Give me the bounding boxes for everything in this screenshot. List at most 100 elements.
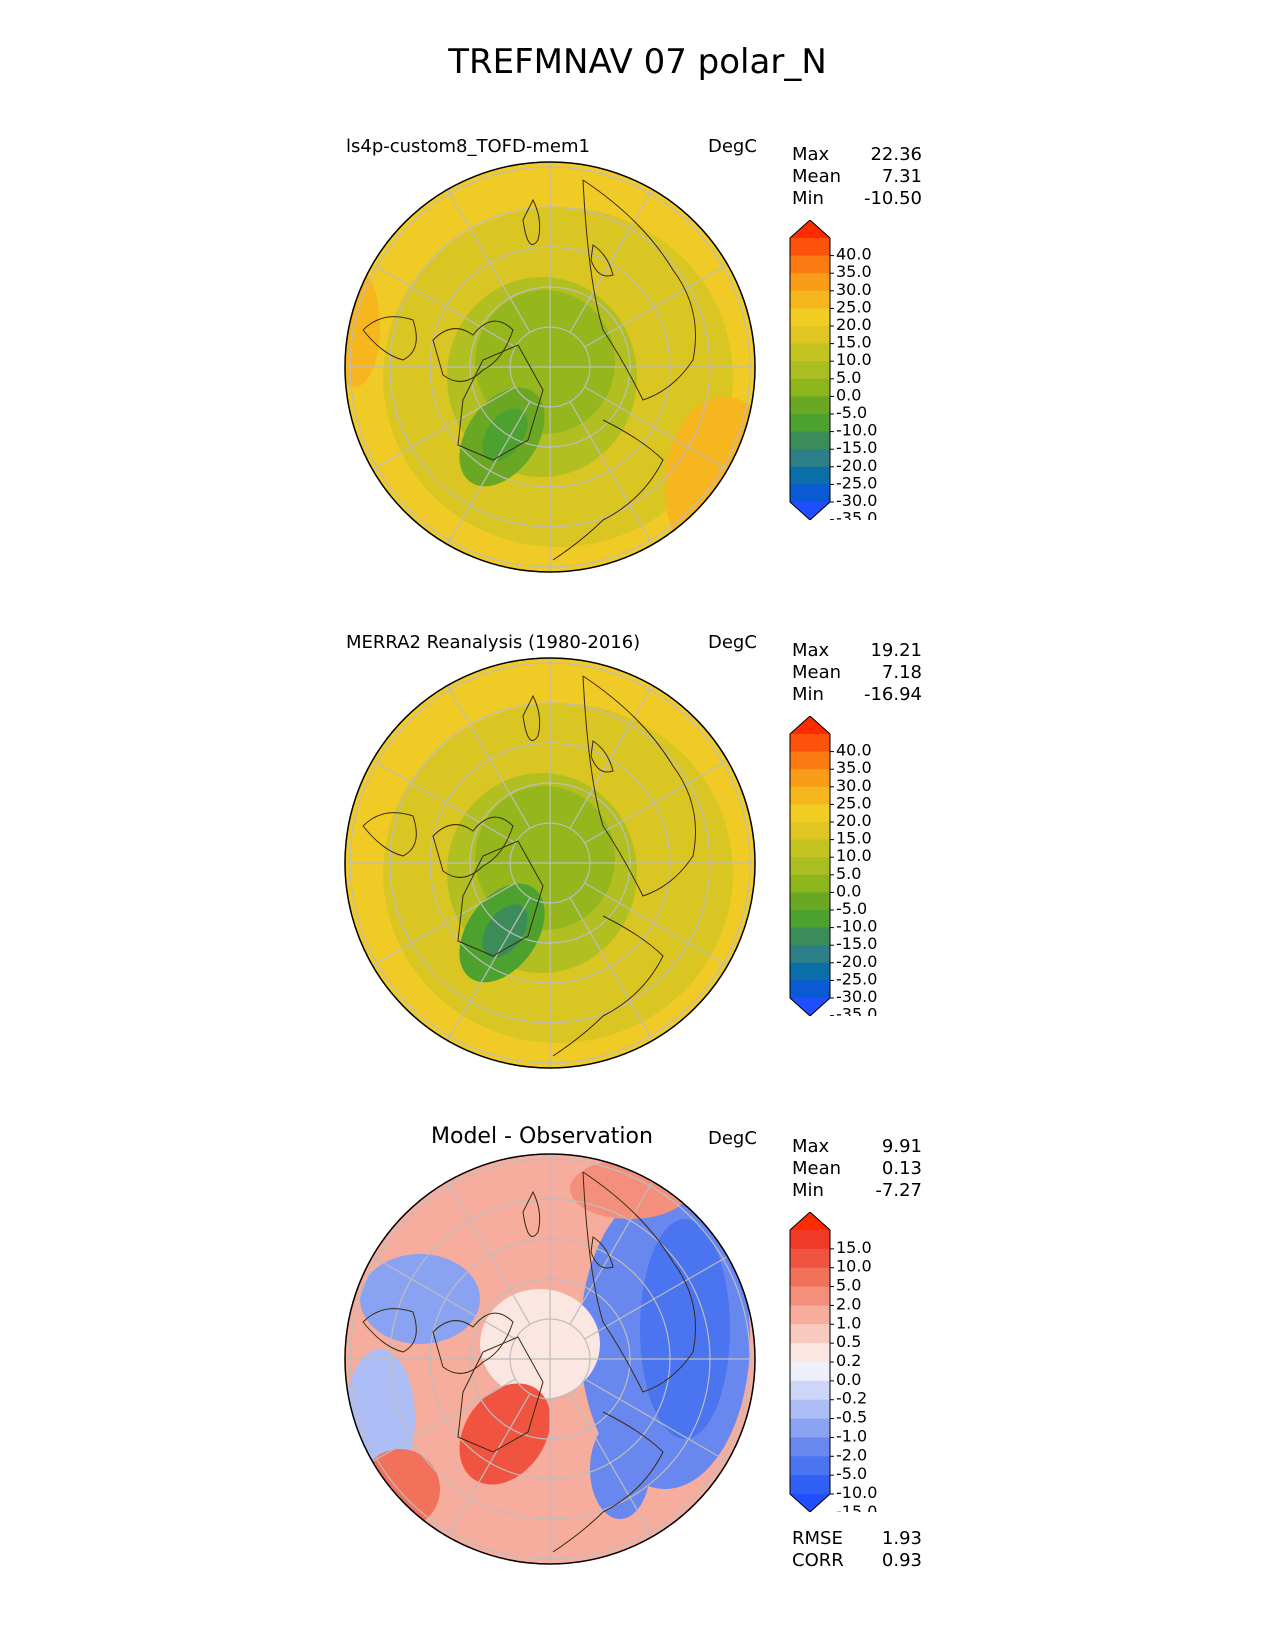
stats-box: Max 9.91 Mean 0.13 Min -7.27 <box>792 1136 922 1202</box>
meridian-line <box>372 263 516 348</box>
coastline <box>522 198 541 245</box>
colorbar-tick-label: -20.0 <box>836 952 877 971</box>
colorbar-tick-label: 35.0 <box>836 262 872 281</box>
colorbar: 40.035.030.025.020.015.010.05.00.0-5.0-1… <box>789 220 877 520</box>
coastline <box>582 675 696 897</box>
colorbar-segment <box>790 1343 830 1363</box>
meridian-line <box>446 685 531 829</box>
colorbar-segment <box>790 343 830 362</box>
meridian-line <box>584 1255 728 1340</box>
colorbar-segment <box>790 1475 830 1495</box>
stat-max-value: 19.21 <box>870 640 922 661</box>
stat-max-value: 9.91 <box>881 1136 922 1157</box>
colorbar-tick-label: 1.0 <box>836 1313 861 1332</box>
colorbar-tick-label: -20.0 <box>836 456 877 475</box>
stat-max-label: Max <box>792 640 830 661</box>
colorbar-tick-label: 5.0 <box>836 1276 861 1295</box>
colorbar-tick-label: 0.0 <box>836 881 861 900</box>
field-cold-anomaly-core <box>640 1219 730 1439</box>
colorbar-segment <box>790 1418 830 1438</box>
colorbar-extend-max <box>790 716 830 734</box>
colorbar: 15.010.05.02.01.00.50.20.0-0.2-0.5-1.0-2… <box>789 1212 877 1512</box>
meridian-line <box>584 882 728 967</box>
colorbar-tick-label: -2.0 <box>836 1445 867 1464</box>
coastline <box>522 1190 541 1237</box>
colorbar-segment <box>790 378 830 397</box>
meridian-line <box>372 386 516 471</box>
colorbar-tick-label: 0.0 <box>836 385 861 404</box>
colorbar-segment <box>790 839 830 858</box>
coastline <box>552 419 664 561</box>
stat-mean-value: 0.13 <box>881 1158 922 1179</box>
colorbar-segment <box>790 980 830 999</box>
stat-min-label: Min <box>792 188 824 209</box>
colorbar-segment <box>790 1399 830 1420</box>
colorbar-tick-label: 5.0 <box>836 864 861 883</box>
colorbar-segment <box>790 1437 830 1457</box>
map-boundary <box>344 1153 756 1565</box>
meridian-line <box>446 1393 531 1537</box>
stat-mean-label: Mean <box>792 166 842 187</box>
colorbar-tick-label: -35.0 <box>836 1005 877 1016</box>
meridian-line <box>372 882 516 967</box>
colorbar: 40.035.030.025.020.015.010.05.00.0-5.0-1… <box>789 716 877 1016</box>
colorbar-extend-min <box>790 502 830 520</box>
coastline <box>590 244 614 277</box>
meridian-line <box>584 759 728 844</box>
meridian-line <box>569 401 654 545</box>
stat-min-value: -16.94 <box>863 684 922 705</box>
colorbar-tick-label: -5.0 <box>836 899 867 918</box>
coastline <box>522 694 541 741</box>
colorbar-tick-label: -15.0 <box>836 1502 877 1512</box>
colorbar-tick-label: -0.2 <box>836 1389 867 1408</box>
field-cold-anomaly <box>360 1254 480 1344</box>
colorbar-tick-label: -5.0 <box>836 403 867 422</box>
colorbar-segment <box>790 238 830 257</box>
colorbar-segment <box>790 273 830 292</box>
colorbar-segment <box>790 927 830 946</box>
colorbar-tick-label: 10.0 <box>836 1257 872 1276</box>
meridian-line <box>569 1181 654 1325</box>
field-greenland-core <box>482 408 528 462</box>
colorbar-tick-label: -15.0 <box>836 934 877 953</box>
colorbar-tick-label: 40.0 <box>836 741 872 760</box>
stat-min-value: -10.50 <box>863 188 922 209</box>
colorbar-segment <box>790 414 830 433</box>
colorbar-segment <box>790 910 830 929</box>
colorbar-extend-min <box>790 998 830 1016</box>
meridian-line <box>569 1393 654 1537</box>
meridian-line <box>446 897 531 1041</box>
map-field <box>345 1154 755 1564</box>
colorbar-segment <box>790 769 830 788</box>
colorbar-tick-label: 0.2 <box>836 1351 861 1370</box>
meridian-line <box>569 685 654 829</box>
colorbar-segment <box>790 1456 830 1476</box>
colorbar-segment <box>790 255 830 274</box>
stat-min-value: -7.27 <box>875 1180 922 1201</box>
stat-max-label: Max <box>792 1136 830 1157</box>
colorbar-tick-label: 15.0 <box>836 333 872 352</box>
colorbar-segment <box>790 308 830 327</box>
units-label: DegC <box>708 136 757 157</box>
colorbar-segment <box>790 945 830 964</box>
meridian-line <box>584 263 728 348</box>
panel-model: ls4p-custom8_TOFD-mem1 DegC Max 22.36 Mea… <box>0 128 1275 598</box>
field-warm-anomaly <box>570 1159 690 1219</box>
colorbar-segment <box>790 1286 830 1306</box>
colorbar-segment <box>790 449 830 468</box>
colorbar-extend-max <box>790 1212 830 1230</box>
stat-mean-label: Mean <box>792 1158 842 1179</box>
colorbar-tick-label: 15.0 <box>836 1238 872 1257</box>
colorbar-tick-label: -10.0 <box>836 421 877 440</box>
colorbar-tick-label: -25.0 <box>836 969 877 988</box>
stat-max-value: 22.36 <box>870 144 922 165</box>
stat-mean-value: 7.18 <box>881 662 922 683</box>
colorbar-segment <box>790 466 830 485</box>
coastline <box>457 840 544 957</box>
colorbar-segment <box>790 892 830 911</box>
colorbar-tick-label: -30.0 <box>836 491 877 510</box>
colorbar-segment <box>790 734 830 753</box>
panel-title: ls4p-custom8_TOFD-mem1 <box>346 136 590 157</box>
panel-observation: MERRA2 Reanalysis (1980-2016) DegC Max 19… <box>0 624 1275 1094</box>
colorbar-segment <box>790 431 830 450</box>
